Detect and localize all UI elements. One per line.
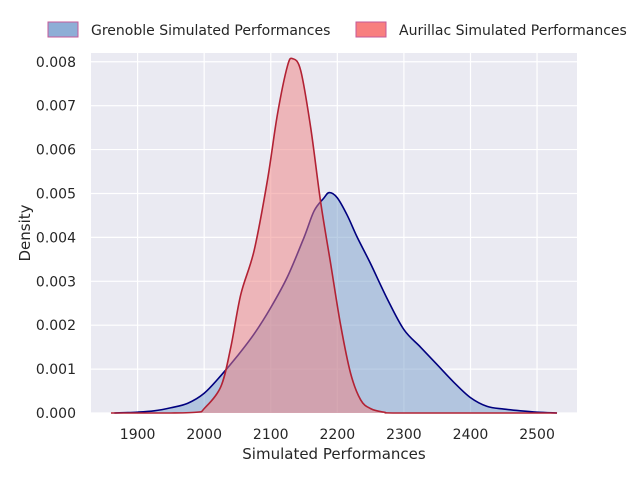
y-tick-label: 0.006 — [36, 143, 76, 159]
y-tick-label: 0.001 — [36, 362, 76, 378]
legend-label-aurillac: Aurillac Simulated Performances — [399, 23, 627, 39]
legend-label-grenoble: Grenoble Simulated Performances — [91, 23, 330, 39]
y-axis-title: Density — [16, 204, 34, 261]
x-tick-label: 2500 — [519, 427, 555, 443]
x-tick-label: 1900 — [120, 427, 156, 443]
legend-swatch-aurillac — [355, 21, 387, 38]
x-tick-label: 2000 — [186, 427, 222, 443]
y-tick-label: 0.004 — [36, 230, 76, 246]
y-tick-label: 0.008 — [36, 55, 76, 71]
y-tick-label: 0.005 — [36, 186, 76, 202]
y-tick-label: 0.003 — [36, 274, 76, 290]
legend-swatch-grenoble — [47, 21, 79, 38]
y-tick-label: 0.000 — [36, 406, 76, 422]
density-line-aurillac — [110, 57, 558, 414]
x-tick-label: 2400 — [453, 427, 489, 443]
legend: Grenoble Simulated Performances Aurillac… — [47, 21, 627, 39]
y-tick-labels: 0.000 0.001 0.002 0.003 0.004 0.005 0.006 0.007… — [36, 55, 76, 422]
y-tick-label: 0.002 — [36, 318, 76, 334]
x-axis-title: Simulated Performances — [242, 445, 426, 463]
density-areas — [110, 57, 558, 414]
y-tick-label: 0.007 — [36, 99, 76, 115]
density-line-grenoble — [114, 191, 558, 414]
x-tick-label: 2300 — [386, 427, 422, 443]
density-area-aurillac — [110, 58, 558, 413]
x-tick-labels: 1900 2000 2100 2200 2300 2400 2500 — [120, 427, 555, 443]
x-tick-label: 2200 — [320, 427, 356, 443]
x-tick-label: 2100 — [253, 427, 289, 443]
